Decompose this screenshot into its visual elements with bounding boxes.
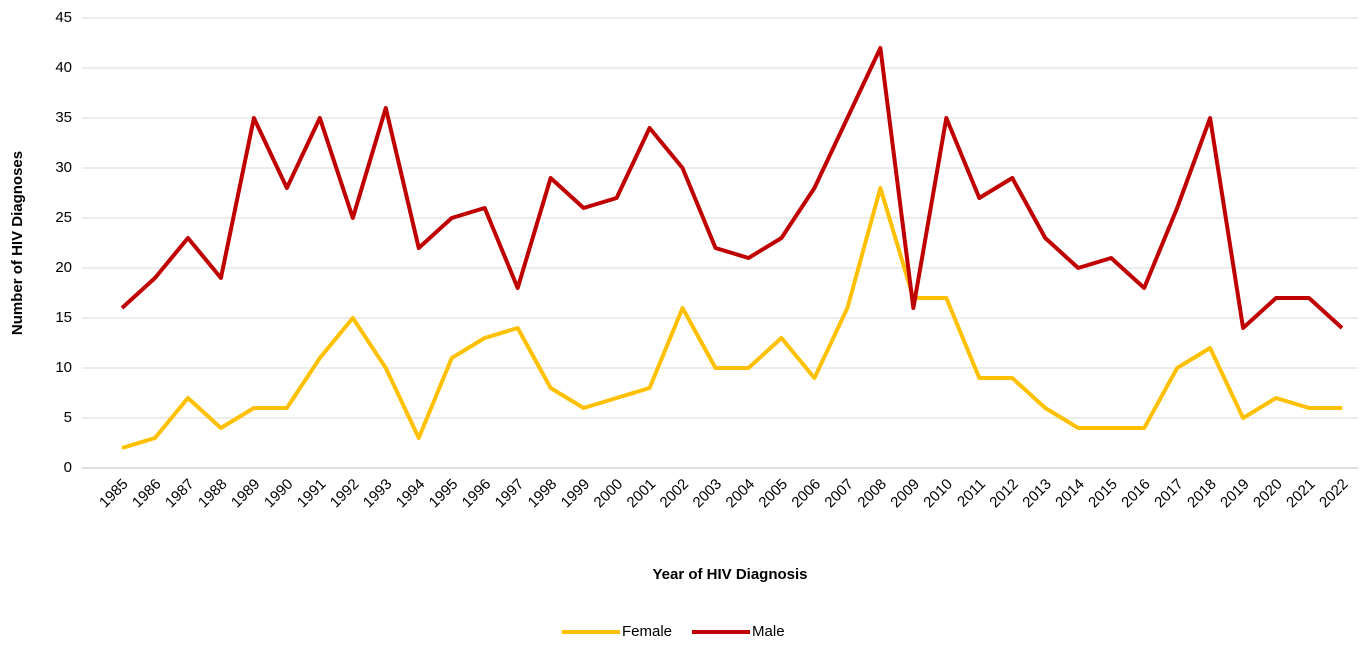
x-tick-label: 1994 xyxy=(393,476,429,512)
x-tick-label: 1986 xyxy=(129,476,165,512)
y-tick-label: 10 xyxy=(55,359,72,376)
y-tick-label: 20 xyxy=(55,259,72,276)
x-tick-label: 2007 xyxy=(821,476,857,512)
x-tick-label: 2017 xyxy=(1151,476,1187,512)
x-tick-label: 2004 xyxy=(723,476,759,512)
y-tick-label: 0 xyxy=(64,459,72,476)
x-tick-label: 2013 xyxy=(1019,476,1055,512)
x-tick-label: 2016 xyxy=(1118,476,1154,512)
x-tick-label: 2005 xyxy=(755,476,791,512)
x-tick-label: 2008 xyxy=(854,476,890,512)
x-tick-label: 1987 xyxy=(162,476,198,512)
x-tick-label: 1998 xyxy=(525,476,561,512)
x-axis-title: Year of HIV Diagnosis xyxy=(652,566,807,583)
legend-label: Male xyxy=(752,623,785,640)
x-tick-label: 2014 xyxy=(1052,476,1088,512)
x-tick-label: 2010 xyxy=(920,476,956,512)
x-tick-label: 2011 xyxy=(954,476,989,511)
x-tick-label: 2002 xyxy=(657,476,693,512)
x-tick-label: 1993 xyxy=(360,476,396,512)
y-tick-label: 45 xyxy=(55,9,72,26)
x-tick-label: 2003 xyxy=(690,476,726,512)
y-axis-title: Number of HIV Diagnoses xyxy=(9,151,26,335)
x-tick-label: 2018 xyxy=(1184,476,1220,512)
x-tick-label: 2020 xyxy=(1250,476,1286,512)
data-line xyxy=(121,186,1342,450)
x-tick-label: 1997 xyxy=(492,476,528,512)
y-tick-label: 30 xyxy=(55,159,72,176)
y-tick-label: 5 xyxy=(64,409,72,426)
x-tick-label: 1988 xyxy=(195,476,231,512)
x-tick-label: 1995 xyxy=(426,476,462,512)
y-tick-label: 40 xyxy=(55,59,72,76)
x-tick-label: 2006 xyxy=(788,476,824,512)
x-tick-label: 2015 xyxy=(1085,476,1121,512)
x-tick-label: 2019 xyxy=(1217,476,1253,512)
x-tick-label: 1989 xyxy=(228,476,264,512)
y-tick-label: 15 xyxy=(55,309,72,326)
x-tick-label: 2021 xyxy=(1283,476,1319,512)
y-tick-label: 25 xyxy=(55,209,72,226)
x-tick-label: 1985 xyxy=(96,476,132,512)
x-tick-label: 1991 xyxy=(294,476,330,512)
x-tick-label: 2001 xyxy=(624,476,660,512)
x-tick-label: 1999 xyxy=(558,476,594,512)
data-line xyxy=(120,46,1344,330)
x-tick-label: 2012 xyxy=(986,476,1022,512)
x-tick-label: 2000 xyxy=(591,476,627,512)
legend-label: Female xyxy=(622,623,672,640)
x-tick-label: 1996 xyxy=(459,476,495,512)
x-tick-label: 1992 xyxy=(327,476,363,512)
x-tick-label: 2022 xyxy=(1316,476,1352,512)
x-tick-label: 2009 xyxy=(887,476,923,512)
y-tick-label: 35 xyxy=(55,109,72,126)
x-tick-label: 1990 xyxy=(261,476,297,512)
